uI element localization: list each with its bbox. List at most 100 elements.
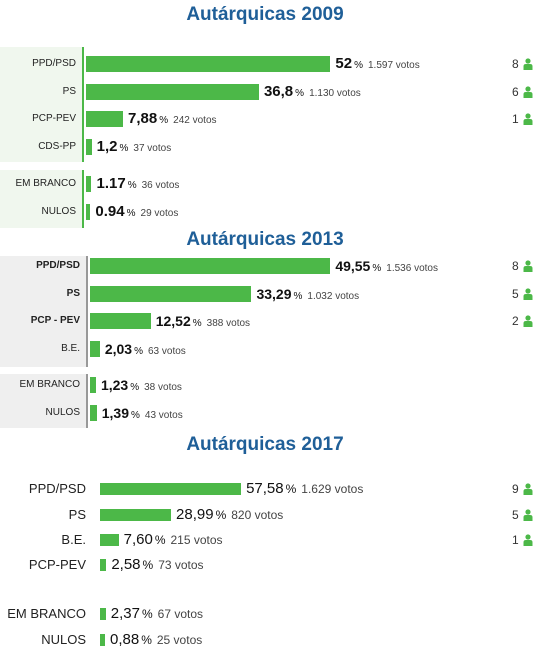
votes-count: 43 votos	[144, 410, 183, 421]
seats-number: 1	[512, 533, 519, 547]
result-value: 28,99% 820 votos	[176, 506, 283, 524]
seats-number: 1	[512, 112, 519, 126]
result-bar	[86, 176, 92, 192]
percent-sign: %	[372, 263, 382, 274]
percent-value: 36,8	[263, 83, 294, 100]
seats-count: 1	[512, 532, 533, 548]
percent-sign: %	[295, 88, 305, 99]
labels-panel	[0, 47, 82, 162]
percent-value: 1,23	[100, 377, 129, 393]
result-value: 2,58% 73 votos	[111, 556, 203, 574]
percent-value: 12,52	[155, 313, 191, 329]
seats-count: 2	[512, 313, 533, 329]
percent-value: 57,58	[246, 480, 284, 497]
percent-value: 49,55	[335, 258, 371, 274]
party-label: EM BRANCO	[15, 178, 76, 189]
party-label: NULOS	[45, 407, 80, 418]
percent-value: 1,2	[96, 138, 118, 155]
seats-number: 9	[512, 482, 519, 496]
result-bar	[100, 559, 107, 571]
seats-number: 8	[512, 259, 519, 273]
percent-value: 0,88	[110, 631, 140, 648]
seats-count: 5	[512, 507, 533, 523]
percent-sign: %	[126, 208, 136, 219]
votes-count: 215 votos	[170, 533, 223, 547]
result-bar	[100, 634, 105, 646]
result-bar	[90, 313, 151, 329]
party-label: NULOS	[41, 632, 86, 647]
result-bar	[100, 509, 172, 521]
person-icon	[523, 509, 533, 521]
votes-count: 1.597 votos	[367, 60, 420, 71]
seats-number: 2	[512, 314, 519, 328]
percent-sign: %	[215, 508, 227, 522]
votes-count: 1.536 votos	[386, 263, 438, 274]
votes-count: 36 votos	[141, 180, 180, 191]
person-icon	[523, 58, 533, 70]
result-value: 12,52% 388 votos	[156, 312, 250, 333]
person-icon	[523, 288, 533, 300]
percent-sign: %	[130, 382, 140, 393]
votes-count: 1.629 votos	[301, 482, 364, 496]
person-icon	[523, 483, 533, 495]
party-label: PS	[62, 86, 76, 97]
result-value: 49,55% 1.536 votos	[335, 257, 438, 278]
percent-sign: %	[154, 533, 166, 547]
axis-line	[86, 374, 88, 428]
votes-count: 25 votos	[156, 633, 203, 647]
percent-sign: %	[192, 318, 202, 329]
party-label: PS	[66, 288, 80, 299]
result-bar	[100, 483, 242, 495]
seats-number: 8	[512, 57, 519, 71]
party-label: PCP - PEV	[30, 315, 80, 326]
percent-sign: %	[130, 410, 140, 421]
votes-count: 388 votos	[206, 318, 251, 329]
result-value: 7,60% 215 votos	[124, 531, 223, 549]
seats-count: 8	[512, 56, 533, 72]
labels-panel	[0, 374, 86, 428]
result-bar	[90, 377, 96, 393]
result-bar	[90, 341, 100, 357]
seats-number: 5	[512, 287, 519, 301]
axis-line	[86, 256, 88, 367]
labels-panel	[0, 170, 82, 228]
party-label: PPD/PSD	[36, 260, 80, 271]
result-value: 1,23% 38 votos	[101, 376, 182, 397]
votes-count: 242 votos	[173, 115, 217, 126]
party-label: EM BRANCO	[19, 379, 80, 390]
seats-number: 5	[512, 508, 519, 522]
result-bar	[100, 608, 106, 620]
votes-count: 29 votos	[140, 208, 179, 219]
result-bar	[86, 56, 331, 72]
percent-value: 7,60	[123, 531, 153, 548]
seats-count: 8	[512, 258, 533, 274]
seats-count: 1	[512, 111, 533, 127]
percent-value: 1.17	[96, 175, 126, 192]
percent-value: 2,58	[111, 556, 141, 573]
party-label: NULOS	[41, 206, 76, 217]
votes-count: 37 votos	[133, 143, 172, 154]
person-icon	[523, 260, 533, 272]
result-value: 33,29% 1.032 votos	[256, 285, 359, 306]
percent-value: 28,99	[176, 506, 214, 523]
party-label: PPD/PSD	[32, 58, 76, 69]
percent-value: 2,03	[104, 341, 133, 357]
person-icon	[523, 315, 533, 327]
result-bar	[90, 258, 331, 274]
seats-count: 9	[512, 481, 533, 497]
votes-count: 67 votos	[157, 607, 204, 621]
votes-count: 820 votos	[231, 508, 284, 522]
person-icon	[523, 534, 533, 546]
person-icon	[523, 113, 533, 125]
percent-sign: %	[141, 633, 152, 647]
section-title: Autárquicas 2009	[186, 4, 344, 25]
seats-count: 5	[512, 286, 533, 302]
result-value: 2,03% 63 votos	[105, 340, 186, 361]
result-value: 0,88% 25 votos	[110, 631, 202, 649]
result-value: 7,88% 242 votos	[128, 110, 216, 130]
result-value: 36,8% 1.130 votos	[264, 83, 361, 103]
seats-count: 6	[512, 84, 533, 100]
result-bar	[90, 405, 97, 421]
percent-value: 33,29	[256, 286, 292, 302]
votes-count: 1.032 votos	[307, 291, 360, 302]
